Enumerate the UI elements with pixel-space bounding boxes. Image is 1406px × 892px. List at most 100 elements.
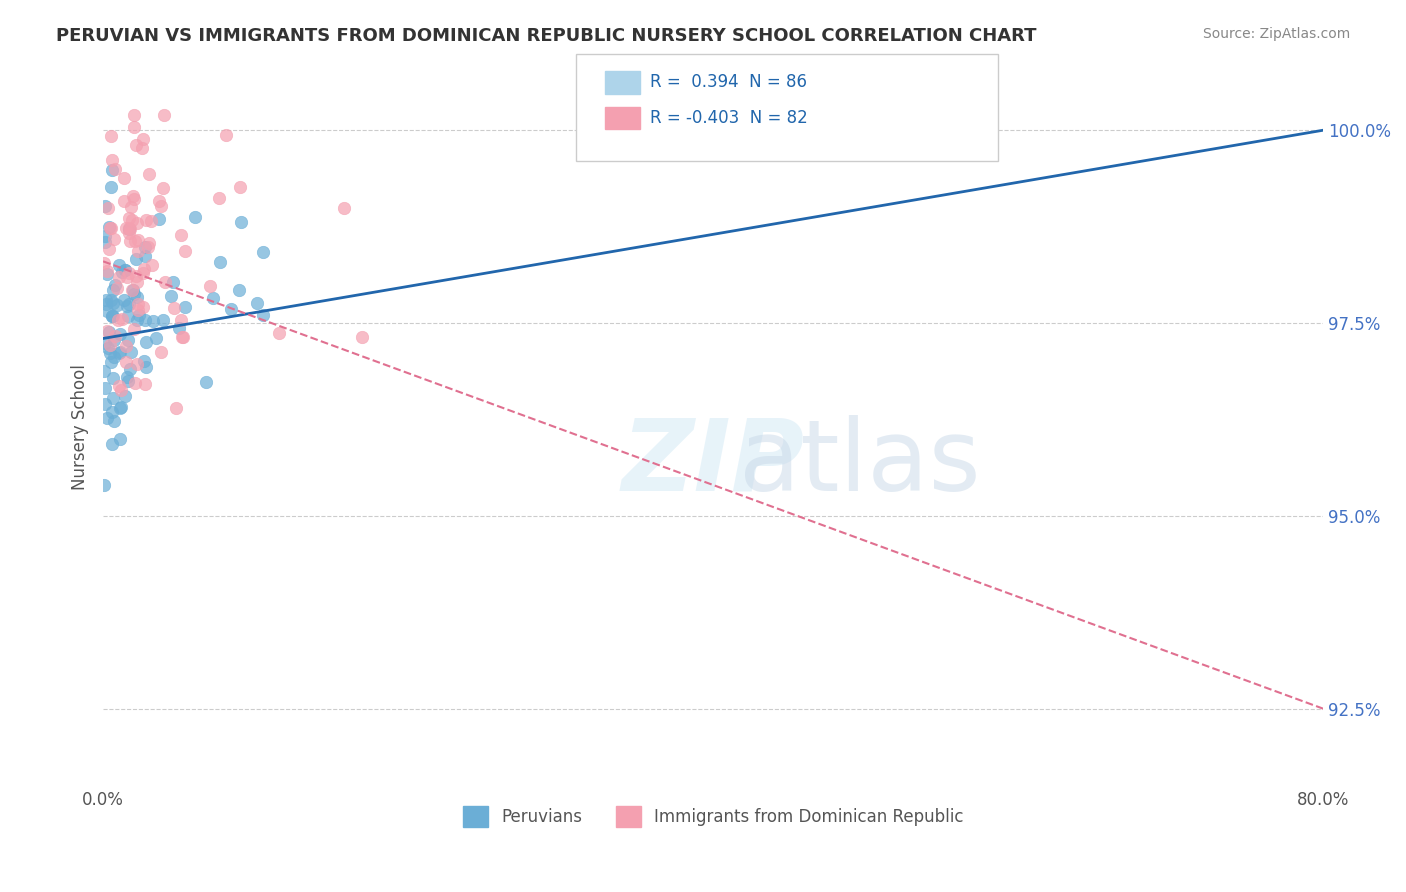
Point (96, 304, 118, 318)
Point (93, 199, 115, 213)
Point (125, 138, 148, 153)
Point (350, 329, 373, 343)
Point (101, 371, 124, 385)
Point (122, 189, 145, 203)
Point (103, 232, 125, 246)
Point (228, 180, 250, 194)
Y-axis label: Nursery School: Nursery School (72, 364, 89, 490)
Point (104, 278, 127, 293)
Point (110, 401, 132, 415)
Point (118, 362, 141, 376)
Point (94, 235, 117, 249)
Point (134, 240, 156, 254)
Point (132, 300, 155, 314)
Point (135, 212, 157, 227)
Point (111, 312, 134, 326)
Point (125, 216, 148, 230)
Point (165, 401, 187, 415)
Point (93, 256, 115, 270)
Point (98, 338, 121, 352)
Point (100, 221, 122, 235)
Point (114, 263, 136, 277)
Point (132, 266, 155, 280)
Point (215, 128, 238, 142)
Point (94, 381, 117, 395)
Point (100, 405, 122, 419)
Point (115, 299, 138, 313)
Point (124, 376, 146, 390)
Point (132, 261, 155, 276)
Point (108, 327, 131, 342)
Point (108, 345, 131, 359)
Point (172, 330, 194, 344)
Point (114, 263, 136, 277)
Point (124, 234, 146, 248)
Point (167, 321, 190, 335)
Point (118, 296, 141, 310)
Point (173, 244, 195, 258)
Point (252, 245, 274, 260)
Point (246, 296, 269, 310)
Point (201, 292, 224, 306)
Point (134, 354, 156, 368)
Point (118, 211, 141, 226)
Point (111, 265, 134, 279)
Point (127, 290, 149, 304)
Point (93, 477, 115, 491)
Point (124, 321, 146, 335)
Point (152, 180, 174, 194)
Point (122, 283, 145, 297)
Point (153, 275, 176, 289)
Point (173, 301, 195, 315)
Point (96, 267, 118, 281)
Point (108, 270, 131, 285)
Point (108, 401, 131, 416)
Point (125, 313, 148, 327)
Point (198, 279, 221, 293)
Point (115, 339, 138, 353)
Point (100, 309, 122, 323)
Point (138, 235, 160, 250)
Point (117, 333, 139, 347)
Point (136, 239, 159, 253)
Point (105, 298, 128, 312)
Point (115, 369, 138, 384)
Point (103, 350, 125, 364)
Text: R = -0.403  N = 82: R = -0.403 N = 82 (650, 109, 807, 127)
Point (94, 293, 117, 308)
Point (96, 201, 118, 215)
Point (134, 376, 156, 391)
Point (333, 201, 356, 215)
Point (101, 283, 124, 297)
Point (149, 345, 172, 359)
Point (221, 301, 243, 316)
Point (152, 313, 174, 327)
Point (122, 192, 145, 206)
Text: R =  0.394  N = 86: R = 0.394 N = 86 (650, 73, 807, 91)
Point (269, 326, 291, 340)
Point (96, 264, 118, 278)
Point (94, 336, 117, 351)
Point (121, 283, 143, 297)
Point (115, 355, 138, 369)
Point (117, 374, 139, 388)
Point (148, 212, 170, 227)
Point (124, 287, 146, 301)
Point (96, 297, 118, 311)
Point (97, 342, 120, 356)
Point (135, 360, 157, 375)
Point (100, 220, 122, 235)
Point (98, 242, 121, 256)
Point (120, 345, 142, 359)
Point (104, 329, 127, 343)
Point (120, 200, 142, 214)
Point (101, 153, 124, 167)
Point (108, 346, 131, 360)
Point (96, 324, 118, 338)
Point (148, 194, 170, 208)
Point (103, 414, 125, 428)
Point (125, 357, 148, 371)
Point (100, 293, 122, 307)
Point (122, 108, 145, 122)
Point (118, 222, 141, 236)
